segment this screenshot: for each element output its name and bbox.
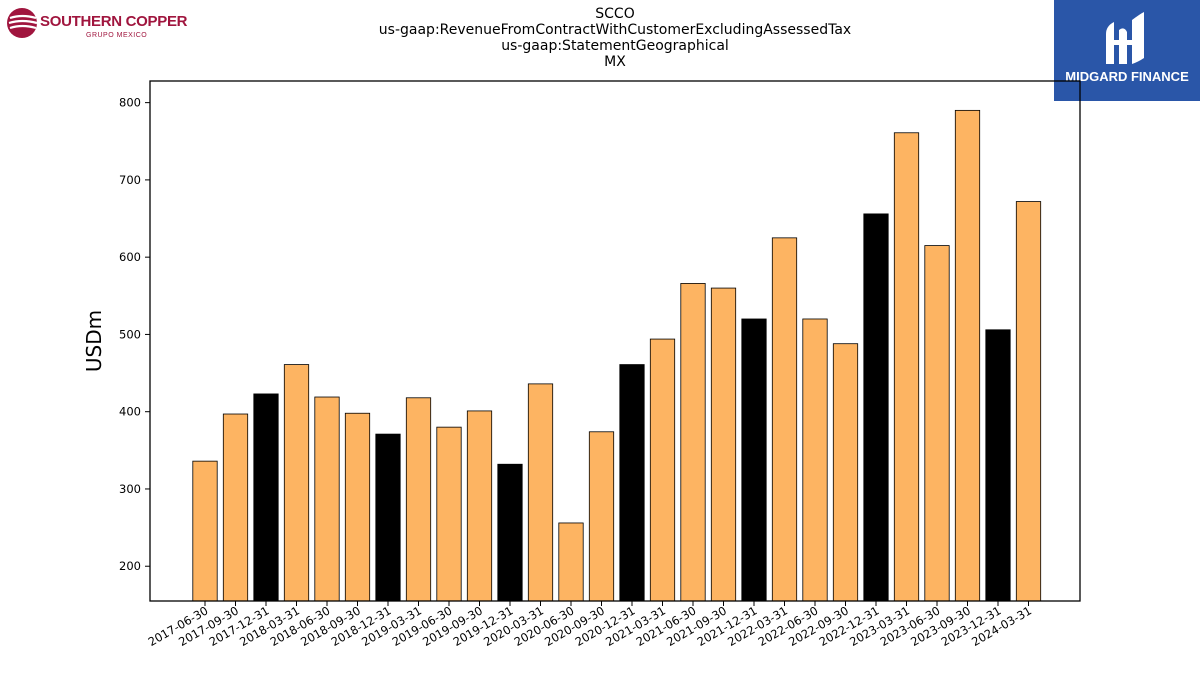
bar-2022-06-30 <box>802 318 828 602</box>
bar-2022-03-31 <box>771 237 798 602</box>
midgard-finance-name: MIDGARD FINANCE <box>1065 69 1189 84</box>
y-tick-label: 700 <box>119 173 141 187</box>
bar-2019-06-30 <box>436 426 462 602</box>
bar-2017-09-30 <box>222 413 249 602</box>
y-tick-label: 800 <box>119 96 141 110</box>
bar-2024-03-31 <box>1015 201 1042 602</box>
bars-group <box>192 109 1042 602</box>
chart-title-line-4: MX <box>604 54 626 70</box>
y-tick-label: 200 <box>119 559 141 573</box>
bar-2019-09-30 <box>466 410 493 602</box>
bar-2019-12-31 <box>497 463 523 602</box>
y-axis-label: USDm <box>82 310 106 372</box>
southern-copper-subtitle: GRUPO MEXICO <box>86 32 148 39</box>
midgard-finance-logo: MIDGARD FINANCE <box>1054 0 1200 101</box>
southern-copper-name: SOUTHERN COPPER <box>40 13 188 30</box>
y-tick-label: 300 <box>119 482 141 496</box>
southern-copper-logo: SOUTHERN COPPER GRUPO MEXICO <box>6 6 196 42</box>
bar-2020-12-31 <box>619 364 645 602</box>
x-axis: 2017-06-302017-09-302017-12-312018-03-31… <box>146 601 1034 649</box>
bar-2023-12-31 <box>985 329 1011 602</box>
bar-2019-03-31 <box>405 397 432 602</box>
bar-2023-03-31 <box>893 132 920 602</box>
bar-2018-06-30 <box>314 396 340 602</box>
bar-2022-12-31 <box>863 213 889 602</box>
y-tick-label: 400 <box>119 405 141 419</box>
southern-copper-mark-icon <box>7 8 38 38</box>
bar-2020-03-31 <box>527 383 554 602</box>
bar-2023-06-30 <box>924 245 950 602</box>
bar-2022-09-30 <box>832 343 859 602</box>
chart-title-line-1: SCCO <box>595 6 635 22</box>
bar-2023-09-30 <box>954 109 981 602</box>
bar-2021-03-31 <box>649 338 676 602</box>
midgard-finance-mark-icon <box>1106 12 1144 64</box>
y-tick-label: 600 <box>119 250 141 264</box>
bar-2021-06-30 <box>680 283 706 602</box>
chart-title: SCCO us-gaap:RevenueFromContractWithCust… <box>0 6 1200 70</box>
bar-2017-12-31 <box>253 393 279 602</box>
bar-2018-12-31 <box>375 433 401 602</box>
bar-2021-12-31 <box>741 318 767 602</box>
bar-2020-09-30 <box>588 431 615 602</box>
bar-2017-06-30 <box>192 460 218 602</box>
bar-2021-09-30 <box>710 287 737 602</box>
plot-frame <box>149 80 1081 602</box>
bar-2020-06-30 <box>558 522 584 602</box>
chart-title-line-2: us-gaap:RevenueFromContractWithCustomerE… <box>378 22 852 38</box>
bar-2018-09-30 <box>344 412 371 602</box>
y-tick-label: 500 <box>119 327 141 341</box>
chart-title-line-3: us-gaap:StatementGeographical <box>501 38 729 54</box>
y-axis: 200 300 400 500 600 700 800 <box>119 96 150 573</box>
bar-2018-03-31 <box>283 364 310 602</box>
